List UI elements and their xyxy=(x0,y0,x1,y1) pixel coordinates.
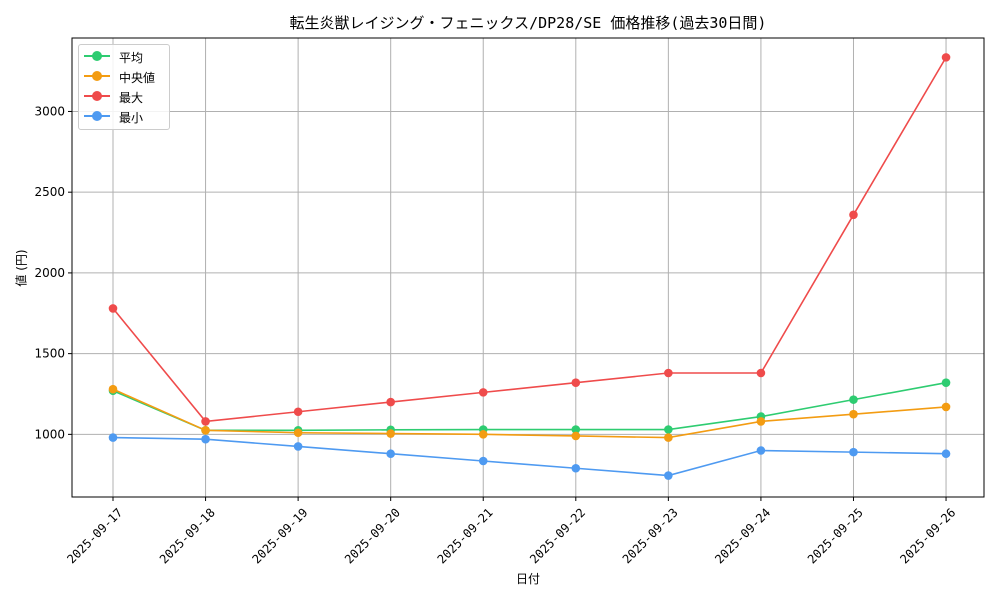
data-point-max xyxy=(571,378,581,387)
data-point-median xyxy=(571,431,581,441)
data-point-min xyxy=(571,463,581,473)
data-point-median xyxy=(849,409,858,419)
x-tick-label: 2025-09-21 xyxy=(435,505,496,566)
x-tick-label: 2025-09-18 xyxy=(157,505,218,566)
x-tick-label: 2025-09-23 xyxy=(620,505,681,566)
data-point-max xyxy=(849,210,858,220)
x-tick-label: 2025-09-22 xyxy=(527,505,588,566)
x-tick-label: 2025-09-26 xyxy=(897,505,958,566)
data-point-average xyxy=(849,395,858,404)
y-tick-label: 2500 xyxy=(34,185,65,199)
data-point-max xyxy=(293,407,303,417)
data-point-median xyxy=(664,433,673,442)
legend-label-average: 平均 xyxy=(119,51,144,65)
series-line-average xyxy=(112,381,947,432)
x-tick-label: 2025-09-25 xyxy=(805,505,866,566)
legend-marker-average xyxy=(92,51,102,61)
chart-title: 転生炎獣レイジング・フェニックス/DP28/SE 価格推移(過去30日間) xyxy=(289,14,767,32)
data-point-median xyxy=(478,430,488,439)
legend-label-median: 中央値 xyxy=(119,71,156,85)
y-tick-label: 3000 xyxy=(34,104,65,118)
data-point-median xyxy=(941,402,951,412)
data-point-max xyxy=(941,53,951,62)
series-line-max xyxy=(112,56,947,423)
data-point-max xyxy=(756,368,766,378)
x-tick-label: 2025-09-19 xyxy=(249,505,310,566)
data-point-median xyxy=(108,384,118,394)
grid-lines xyxy=(72,38,984,497)
data-point-average xyxy=(571,425,581,434)
data-point-min xyxy=(386,449,395,459)
legend-item-max: 最大 xyxy=(79,86,169,106)
data-point-max xyxy=(386,397,395,407)
data-point-min xyxy=(108,433,118,442)
data-point-max xyxy=(478,388,488,397)
x-tick-label: 2025-09-17 xyxy=(64,505,125,566)
y-tick-label: 1000 xyxy=(34,427,65,441)
legend-marker-min xyxy=(92,111,102,121)
data-point-min xyxy=(756,446,766,455)
x-axis-ticks: 2025-09-17 2025-09-18 2025-09-19 2025-09-20… xyxy=(64,497,958,566)
data-point-average xyxy=(664,425,673,434)
legend-item-average: 平均 xyxy=(79,46,169,66)
data-point-median xyxy=(386,429,395,438)
data-point-max xyxy=(664,368,673,378)
data-point-median xyxy=(293,428,303,438)
legend-label-max: 最大 xyxy=(119,91,144,105)
data-point-median xyxy=(756,417,766,426)
data-point-max xyxy=(201,417,210,426)
data-point-average xyxy=(941,378,951,387)
x-axis-label: 日付 xyxy=(515,572,540,586)
legend-marker-max xyxy=(92,91,102,101)
series-group xyxy=(108,53,951,480)
data-point-min xyxy=(478,456,488,466)
series-line-min xyxy=(112,436,947,477)
legend-marker-median xyxy=(92,71,102,81)
legend-item-min: 最小 xyxy=(79,106,169,126)
data-point-max xyxy=(108,304,118,313)
y-tick-label: 2000 xyxy=(34,266,65,280)
legend-item-median: 中央値 xyxy=(79,66,169,86)
data-point-min xyxy=(201,434,210,444)
y-axis-label: 値 (円) xyxy=(14,249,29,287)
plot-area-frame xyxy=(71,37,985,498)
y-tick-label: 1500 xyxy=(34,347,65,361)
series-line-median xyxy=(112,388,947,439)
legend: 平均 中央値 最大 最小 xyxy=(78,44,170,130)
data-point-min xyxy=(293,442,303,451)
x-tick-label: 2025-09-20 xyxy=(342,505,403,566)
legend-label-min: 最小 xyxy=(119,111,144,125)
x-tick-label: 2025-09-24 xyxy=(712,505,773,566)
y-axis-ticks: 1000 1500 2000 2500 3000 xyxy=(34,104,72,441)
data-point-min xyxy=(664,471,673,480)
data-point-min xyxy=(849,447,858,457)
data-point-min xyxy=(941,449,951,459)
data-point-median xyxy=(201,426,210,435)
